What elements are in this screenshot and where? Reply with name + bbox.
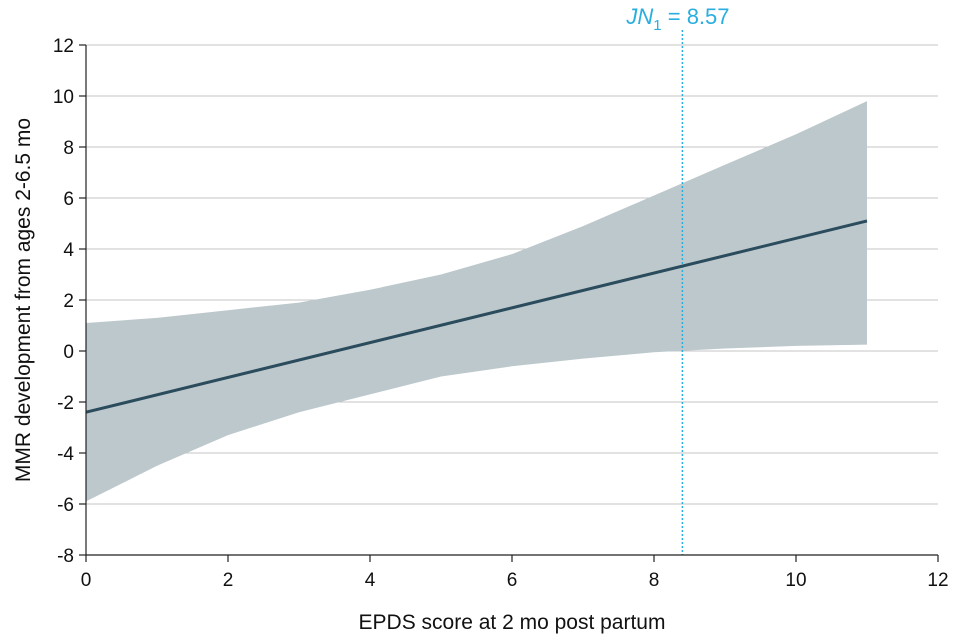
x-tick-label: 8 [649, 570, 660, 591]
confidence-band [86, 101, 867, 502]
y-tick-label: -6 [57, 495, 74, 516]
y-tick-label: 4 [63, 240, 74, 261]
jn-label-value: = 8.57 [662, 4, 730, 29]
x-tick-label: 10 [785, 570, 806, 591]
series-line [85, 219, 868, 414]
axes [79, 44, 939, 562]
jn-label-main: JN [625, 4, 653, 29]
y-tick-label: 10 [53, 87, 74, 108]
jn-annotation-label: JN1 = 8.57 [625, 4, 729, 34]
x-tick-labels: 0 2 4 6 8 10 12 [81, 570, 949, 591]
y-tick-label: -2 [57, 393, 74, 414]
y-tick-label: 0 [63, 342, 74, 363]
x-tick-label: 4 [365, 570, 376, 591]
x-tick-label: 0 [81, 570, 92, 591]
jn-label-subscript: 1 [653, 17, 661, 34]
y-tick-label: 8 [63, 138, 74, 159]
x-tick-label: 6 [507, 570, 518, 591]
x-axis-title: EPDS score at 2 mo post partum [359, 611, 666, 634]
y-tick-label: -8 [57, 546, 74, 567]
y-tick-label: 2 [63, 291, 74, 312]
y-tick-label: -4 [57, 444, 74, 465]
x-tick-label: 12 [927, 570, 948, 591]
y-tick-label: 12 [53, 36, 74, 57]
y-axis-title: MMR development from ages 2-6.5 mo [12, 118, 35, 482]
y-tick-labels: -8 -6 -4 -2 0 2 4 6 8 10 12 [53, 36, 75, 567]
x-tick-label: 2 [223, 570, 234, 591]
y-tick-label: 6 [63, 189, 74, 210]
